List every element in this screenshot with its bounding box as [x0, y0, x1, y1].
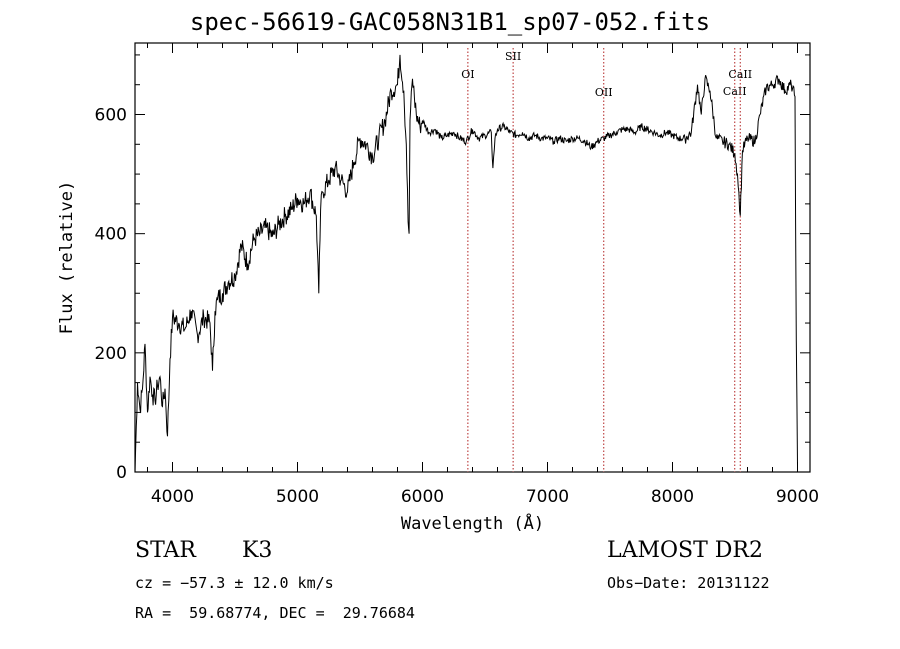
line-marker-label: OII — [595, 86, 613, 99]
axis-ticks — [135, 43, 810, 473]
observation-date: Obs−Date: 20131122 — [607, 574, 770, 592]
emission-line-markers: OI SII OII CaII CaII — [461, 48, 752, 472]
x-tick-label: 9000 — [776, 487, 819, 507]
y-tick-label: 400 — [95, 225, 127, 245]
line-marker-label: OI — [461, 68, 474, 81]
y-tick-label: 0 — [116, 463, 127, 483]
survey-name: LAMOST DR2 — [607, 538, 763, 563]
object-class: STAR — [135, 538, 196, 563]
y-axis-label: Flux (relative) — [57, 181, 77, 335]
line-marker-label: CaII — [728, 68, 752, 81]
x-tick-label: 5000 — [276, 487, 319, 507]
y-tick-label: 200 — [95, 344, 127, 364]
redshift-cz: cz = −57.3 ± 12.0 km/s — [135, 574, 334, 592]
chart-title: spec-56619-GAC058N31B1_sp07-052.fits — [189, 8, 711, 36]
coordinates: RA = 59.68774, DEC = 29.76684 — [135, 604, 415, 622]
line-marker-label: SII — [505, 50, 521, 63]
tick-labels: 4000 5000 6000 7000 8000 9000 0 200 400 600 — [95, 106, 820, 508]
x-tick-label: 4000 — [151, 487, 194, 507]
x-tick-label: 8000 — [651, 487, 694, 507]
x-axis-label: Wavelength (Å) — [401, 512, 544, 534]
object-subclass: K3 — [242, 538, 273, 563]
spectrum-line — [134, 54, 798, 473]
x-tick-label: 6000 — [401, 487, 444, 507]
y-tick-label: 600 — [95, 106, 127, 126]
x-tick-label: 7000 — [526, 487, 569, 507]
plot-frame — [134, 42, 811, 473]
line-marker-label: CaII — [723, 85, 747, 98]
